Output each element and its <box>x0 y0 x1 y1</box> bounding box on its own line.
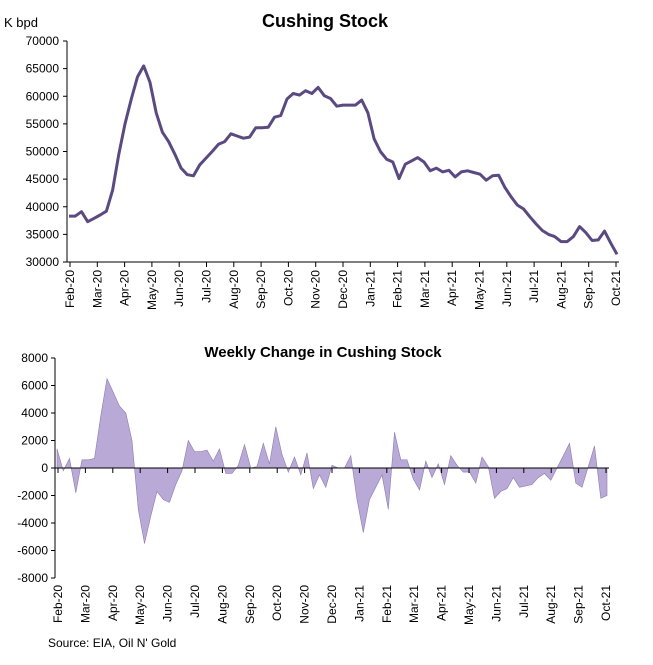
x-tick-label: Mar-21 <box>407 585 421 623</box>
y-tick-label: 30000 <box>26 255 60 269</box>
x-tick-label: Jun-21 <box>500 270 514 307</box>
x-axis: Feb-20 Mar-20 Apr-20 May-20 Jun-20 Jul-20 Aug-… <box>63 261 623 310</box>
x-tick-label: Jun-20 <box>172 270 186 307</box>
y-axis: 30000 35000 40000 45000 50000 55000 60000 65000… <box>26 34 68 269</box>
x-tick-label: Sep-20 <box>254 270 268 309</box>
x-tick-label: Apr-21 <box>435 585 449 621</box>
x-tick-label: Apr-20 <box>118 270 132 306</box>
x-tick-label: Jul-21 <box>527 270 541 303</box>
y-tick-label: 8000 <box>21 351 48 365</box>
chart-title: Weekly Change in Cushing Stock <box>204 344 442 361</box>
y-axis: -8000 -6000 -4000 -2000 0 2000 4000 6000 8000 <box>17 351 56 585</box>
y-tick-label: 0 <box>41 461 48 475</box>
x-tick-label: Oct-20 <box>281 270 295 306</box>
y-axis-label: K bpd <box>4 15 38 30</box>
x-tick-label: Feb-20 <box>63 270 77 308</box>
source-note: Source: EIA, Oil N' Gold <box>48 636 176 650</box>
x-tick-label: May-21 <box>462 585 476 625</box>
x-tick-label: Jul-21 <box>517 585 531 618</box>
x-tick-label: Dec-20 <box>336 270 350 309</box>
series-group <box>56 377 608 544</box>
x-tick-label: Aug-20 <box>215 585 229 624</box>
x-tick-label: Jun-21 <box>489 585 503 622</box>
x-tick-label: Feb-21 <box>391 270 405 308</box>
x-tick-label: Aug-21 <box>544 585 558 624</box>
x-tick-label: Mar-20 <box>78 585 92 623</box>
y-tick-label: 70000 <box>26 34 60 48</box>
x-tick-label: Sep-20 <box>243 585 257 624</box>
x-tick-label: Sep-21 <box>572 585 586 624</box>
x-tick-label: Feb-21 <box>380 585 394 623</box>
plot-area <box>67 41 619 262</box>
y-tick-label: 50000 <box>26 145 60 159</box>
x-tick-label: Nov-20 <box>298 585 312 624</box>
x-tick-label: Jun-20 <box>161 585 175 622</box>
x-tick-label: Nov-20 <box>309 270 323 309</box>
x-tick-label: Oct-20 <box>270 585 284 621</box>
x-tick-label: Jul-20 <box>188 585 202 618</box>
y-tick-label: 2000 <box>21 434 48 448</box>
x-tick-label: Apr-20 <box>106 585 120 621</box>
x-tick-label: May-20 <box>133 585 147 625</box>
weekly-change-chart: Weekly Change in Cushing Stock -8000 -600… <box>17 344 613 625</box>
x-tick-label: May-21 <box>473 270 487 310</box>
series-line-cushing-stock <box>69 64 619 256</box>
x-tick-label: Oct-21 <box>599 585 613 621</box>
y-tick-label: 55000 <box>26 117 60 131</box>
y-tick-label: -4000 <box>17 516 48 530</box>
y-tick-label: 40000 <box>26 200 60 214</box>
x-tick-label: Mar-21 <box>418 270 432 308</box>
x-tick-label: Mar-20 <box>90 270 104 308</box>
y-tick-label: 35000 <box>26 227 60 241</box>
x-tick-label: Jan-21 <box>352 585 366 622</box>
x-axis: Feb-20 Mar-20 Apr-20 May-20 Jun-20 Jul-20 Aug-… <box>51 467 613 625</box>
x-tick-label: Sep-21 <box>582 270 596 309</box>
x-tick-label: Jan-21 <box>363 270 377 307</box>
chart-title: Cushing Stock <box>262 11 389 31</box>
x-tick-label: Feb-20 <box>51 585 65 623</box>
y-tick-label: 6000 <box>21 379 48 393</box>
series-area-weekly-change <box>56 377 608 544</box>
x-tick-label: Dec-20 <box>325 585 339 624</box>
y-tick-label: -2000 <box>17 489 48 503</box>
y-tick-label: 4000 <box>21 406 48 420</box>
y-tick-label: -8000 <box>17 571 48 585</box>
series-group <box>69 64 619 256</box>
cushing-stock-chart: Cushing Stock K bpd 30000 35000 40000 45000… <box>4 11 623 310</box>
x-tick-label: Oct-21 <box>609 270 623 306</box>
x-tick-label: Aug-20 <box>227 270 241 309</box>
x-tick-label: Jul-20 <box>200 270 214 303</box>
x-tick-label: May-20 <box>145 270 159 310</box>
y-tick-label: 65000 <box>26 62 60 76</box>
y-tick-label: -6000 <box>17 544 48 558</box>
y-tick-label: 45000 <box>26 172 60 186</box>
x-tick-label: Aug-21 <box>554 270 568 309</box>
x-tick-label: Apr-21 <box>445 270 459 306</box>
y-tick-label: 60000 <box>26 89 60 103</box>
